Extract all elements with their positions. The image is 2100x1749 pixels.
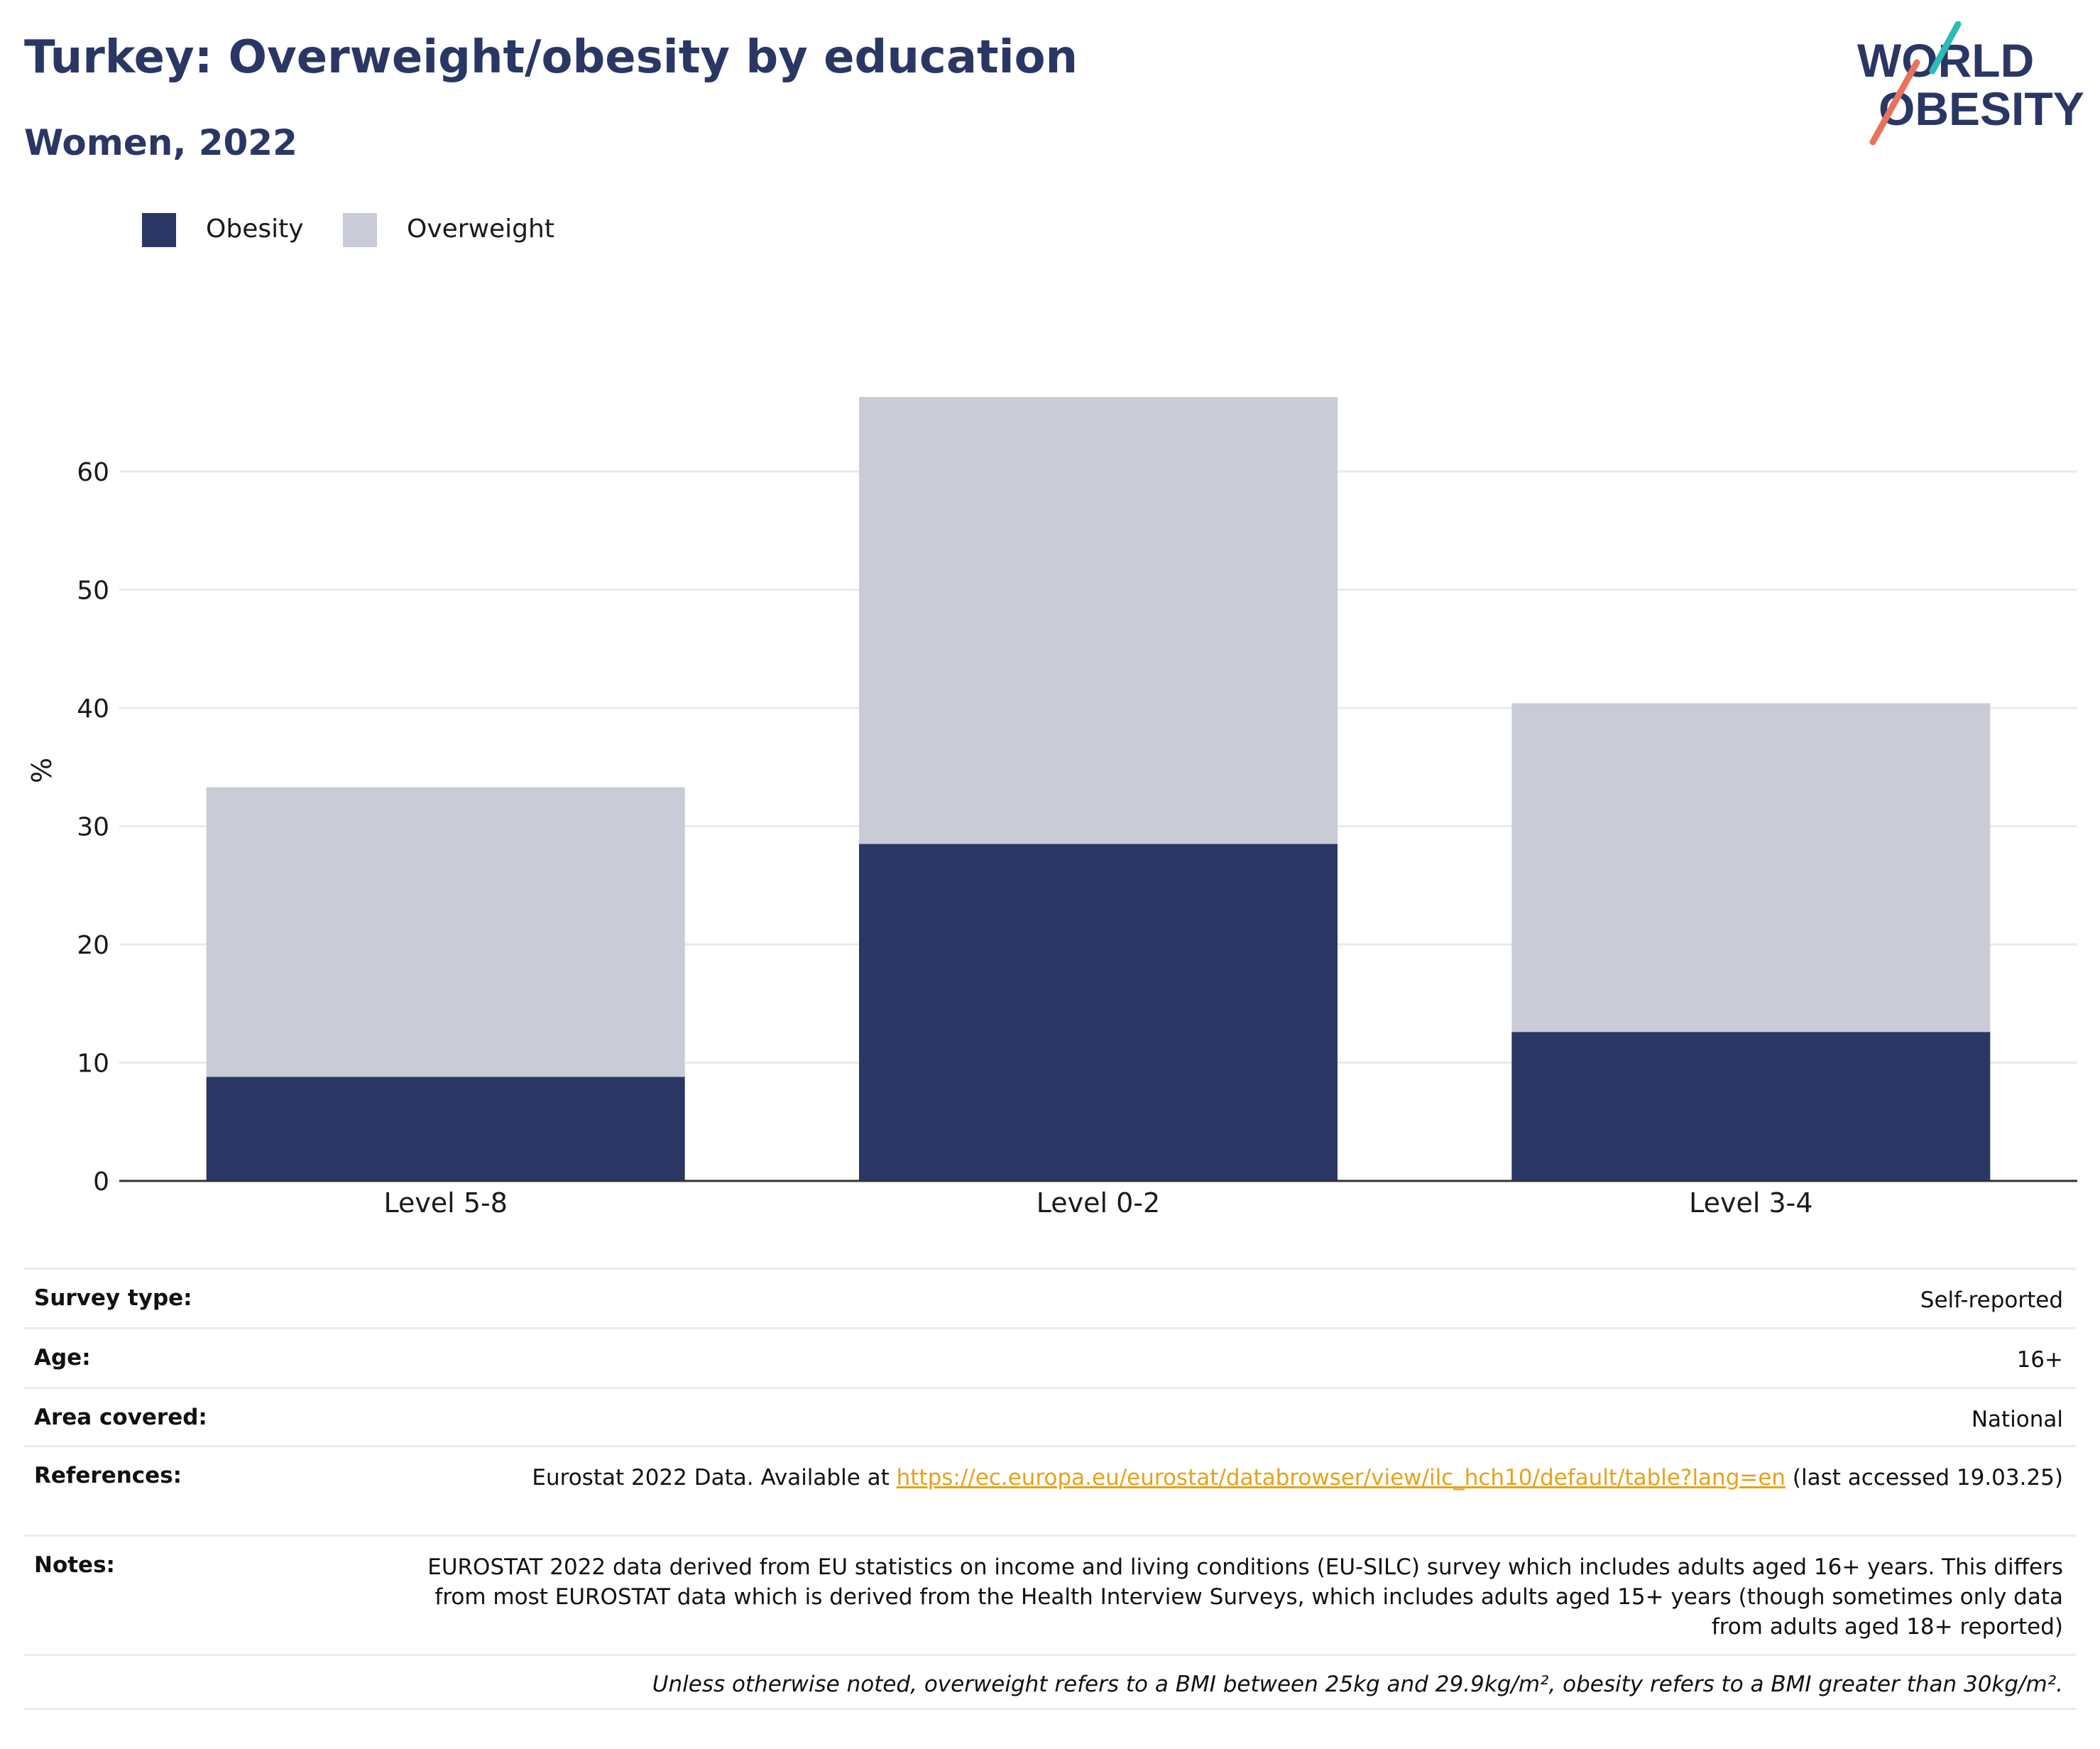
notes-value: EUROSTAT 2022 data derived from EU stati… <box>427 1554 2063 1640</box>
info-row-survey-type: Survey type: Self-reported <box>24 1268 2076 1327</box>
legend-label-obesity: Obesity <box>206 214 304 244</box>
legend-swatch-overweight <box>343 213 377 247</box>
info-row-area: Area covered: National <box>24 1387 2076 1445</box>
y-tick-label-50: 50 <box>77 577 109 606</box>
x-tick-label-2: Level 0-2 <box>1037 1187 1160 1219</box>
chart-subtitle: Women, 2022 <box>24 122 297 163</box>
chart-title: Turkey: Overweight/obesity by education <box>24 31 1078 84</box>
survey-type-value: Self-reported <box>1920 1287 2063 1313</box>
info-row-footnote: Unless otherwise noted, overweight refer… <box>24 1654 2076 1708</box>
references-prefix: Eurostat 2022 Data. Available at <box>532 1465 897 1491</box>
references-value: Eurostat 2022 Data. Available at https:/… <box>395 1463 2063 1493</box>
y-tick-label-0: 0 <box>93 1167 109 1197</box>
logo-slash-teal <box>1929 21 1962 75</box>
bmi-footnote: Unless otherwise noted, overweight refer… <box>652 1672 2063 1697</box>
area-label: Area covered: <box>34 1405 207 1430</box>
legend-label-overweight: Overweight <box>407 214 554 244</box>
info-row-age: Age: 16+ <box>24 1327 2076 1387</box>
references-label: References: <box>34 1463 182 1488</box>
eurostat-link[interactable]: https://ec.europa.eu/eurostat/databrowse… <box>896 1465 1786 1491</box>
y-tick-label-60: 60 <box>77 458 109 487</box>
bar-overweight-3 <box>1511 703 1991 1032</box>
bar-obesity-3 <box>1511 1032 1991 1181</box>
references-suffix: (last accessed 19.03.25) <box>1785 1465 2063 1491</box>
world-obesity-logo: WORLD OBESITY <box>1857 21 2084 146</box>
x-tick-label-3: Level 3-4 <box>1689 1187 1812 1219</box>
survey-type-label: Survey type: <box>34 1285 192 1311</box>
y-axis-title: % <box>26 758 58 783</box>
age-value: 16+ <box>2016 1347 2063 1373</box>
x-tick-label-1: Level 5-8 <box>383 1187 507 1219</box>
notes-label: Notes: <box>34 1552 115 1578</box>
area-value: National <box>1971 1407 2063 1432</box>
y-tick-label-40: 40 <box>77 694 109 724</box>
y-tick-label-10: 10 <box>77 1050 109 1079</box>
bar-obesity-2 <box>859 844 1338 1181</box>
bar-overweight-1 <box>206 787 685 1077</box>
age-label: Age: <box>34 1345 91 1371</box>
y-tick-label-30: 30 <box>77 813 109 842</box>
table-bottom-border <box>24 1708 2076 1710</box>
bar-obesity-1 <box>206 1077 685 1181</box>
logo-text-obesity: OBESITY <box>1878 82 2084 135</box>
legend-swatch-obesity <box>142 213 176 247</box>
stacked-bar-chart: 0 10 20 30 40 50 60% Level 5-8 Level 0-2 Level 3-… <box>26 397 2077 1219</box>
bar-overweight-2 <box>859 397 1338 844</box>
info-row-references: References: Eurostat 2022 Data. Availabl… <box>24 1445 2076 1535</box>
logo-slash-coral <box>1869 59 1920 146</box>
y-tick-label-20: 20 <box>77 931 109 960</box>
info-row-notes: Notes: EUROSTAT 2022 data derived from E… <box>24 1535 2076 1654</box>
